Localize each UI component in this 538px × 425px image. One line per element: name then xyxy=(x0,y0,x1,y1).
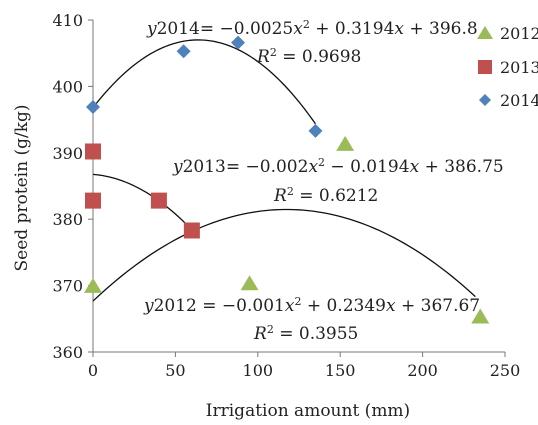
data-point-2014 xyxy=(176,44,191,59)
legend: 2012 2013 2014 xyxy=(477,24,538,110)
x-tick-label: 250 xyxy=(490,361,521,380)
data-point-2014 xyxy=(308,123,323,138)
data-point-2013 xyxy=(150,192,167,209)
y-axis-title: Seed protein (g/kg) xyxy=(12,104,32,271)
x-tick-label: 0 xyxy=(88,361,98,380)
y-tick-label: 400 xyxy=(52,77,83,96)
y-tick-label: 380 xyxy=(52,210,83,229)
y-tick-label: 390 xyxy=(52,144,83,163)
legend-label-2014: 2014 xyxy=(500,91,538,110)
x-tick-label: 200 xyxy=(407,361,438,380)
r2-2014: R2 = 0.9698 xyxy=(256,46,361,68)
legend-label-2012: 2012 xyxy=(500,24,538,43)
equation-2014-text: y2014= −0.0025x2 + 0.3194x + 396.8 xyxy=(146,18,478,40)
fit-curve-2013 xyxy=(92,173,193,231)
r2-2013: R2 = 0.6212 xyxy=(273,185,378,207)
equation-2012: y2012 = −0.001x2 + 0.2349x + 367.67 R2 =… xyxy=(143,295,480,345)
equation-2014: y2014= −0.0025x2 + 0.3194x + 396.8 R2 = … xyxy=(146,18,478,68)
x-axis-title: Irrigation amount (mm) xyxy=(206,401,410,421)
x-tick-label: 50 xyxy=(165,361,185,380)
equation-2013: y2013= −0.002x2 − 0.0194x + 386.75 R2 = … xyxy=(172,156,504,207)
data-point-2014 xyxy=(231,35,246,50)
legend-marker-2013 xyxy=(478,60,492,74)
fit-curve-2014 xyxy=(92,39,317,125)
legend-item-2013: 2013 xyxy=(478,58,538,77)
y-tick-label: 410 xyxy=(52,11,83,30)
legend-marker-2014 xyxy=(479,94,491,106)
y-tick-label: 360 xyxy=(52,343,83,362)
fit-curve-2012 xyxy=(92,208,476,302)
r2-2012: R2 = 0.3955 xyxy=(253,323,358,345)
data-point-2012 xyxy=(336,135,355,151)
legend-marker-2012 xyxy=(477,26,493,39)
y-tick-label: 370 xyxy=(52,277,83,296)
data-point-2012 xyxy=(471,308,490,324)
data-point-2014 xyxy=(86,99,100,114)
legend-item-2014: 2014 xyxy=(479,91,538,110)
x-tick-label: 150 xyxy=(325,361,356,380)
data-point-2012 xyxy=(240,275,259,291)
equation-2013-text: y2013= −0.002x2 − 0.0194x + 386.75 xyxy=(172,156,504,178)
equation-2012-text: y2012 = −0.001x2 + 0.2349x + 367.67 xyxy=(143,295,480,317)
data-point-2013 xyxy=(183,222,200,239)
data-point-2013 xyxy=(85,192,101,209)
x-tick-label: 100 xyxy=(243,361,274,380)
legend-item-2012: 2012 xyxy=(477,24,538,43)
data-point-2012 xyxy=(84,277,102,293)
data-point-2013 xyxy=(85,143,101,160)
legend-label-2013: 2013 xyxy=(500,58,538,77)
